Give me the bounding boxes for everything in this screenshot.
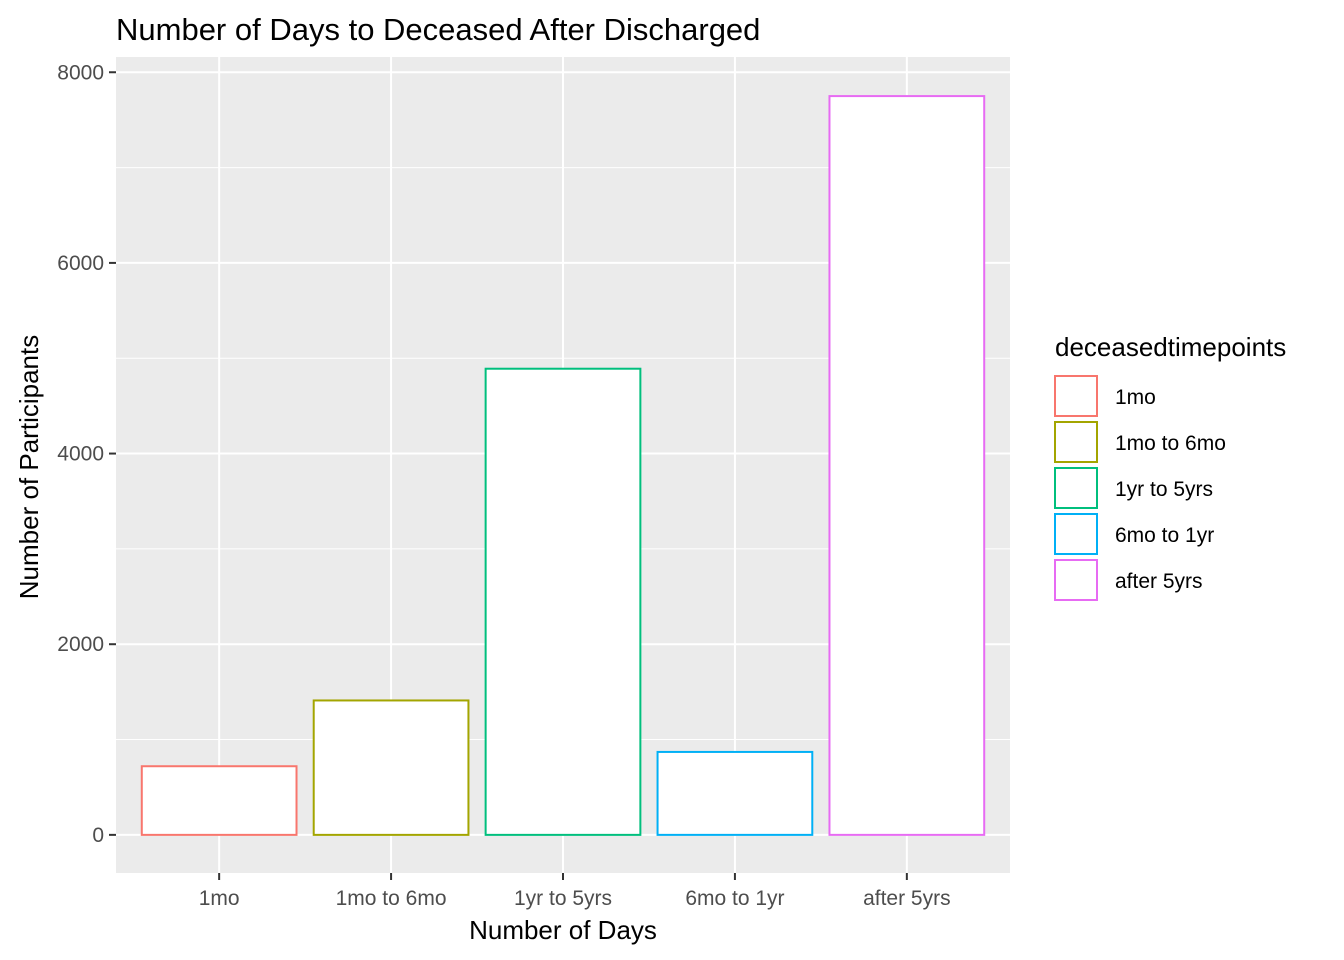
bar-1mo-to-6mo (312, 699, 470, 836)
legend-key (1054, 375, 1098, 417)
x-tick-label: 1mo to 6mo (336, 887, 447, 910)
y-tick-label: 2000 (57, 633, 104, 656)
y-tick-label: 4000 (57, 443, 104, 466)
legend-label: after 5yrs (1115, 570, 1203, 593)
y-axis-title: Number of Participants (14, 335, 44, 599)
legend-label: 6mo to 1yr (1115, 524, 1214, 547)
legend-label: 1yr to 5yrs (1115, 478, 1213, 501)
x-axis: 1mo 1mo to 6mo 1yr to 5yrs 6mo to 1yr after … (199, 873, 951, 910)
y-tick-label: 0 (92, 824, 104, 847)
y-axis: 0 2000 4000 6000 8000 (57, 61, 116, 847)
x-tick-label: after 5yrs (863, 887, 951, 910)
chart-title: Number of Days to Deceased After Dischar… (116, 12, 760, 47)
legend-key (1054, 421, 1098, 463)
legend-label: 1mo to 6mo (1115, 432, 1226, 455)
bar-6mo-to-1yr (656, 750, 814, 836)
y-tick-label: 6000 (57, 252, 104, 275)
legend-key (1054, 559, 1098, 601)
bars (140, 95, 986, 836)
legend-label: 1mo (1115, 386, 1156, 409)
bar-1mo (140, 765, 298, 836)
legend-key (1054, 467, 1098, 509)
x-tick-label: 1yr to 5yrs (514, 887, 612, 910)
legend-title: deceasedtimepoints (1055, 332, 1286, 362)
x-tick-label: 1mo (199, 887, 240, 910)
legend: deceasedtimepoints 1mo 1mo to 6mo 1yr to 5… (1054, 332, 1286, 601)
x-axis-title: Number of Days (469, 915, 657, 945)
bar-1yr-to-5yrs (484, 367, 642, 836)
legend-key (1054, 513, 1098, 555)
bar-after-5yrs (828, 95, 986, 836)
x-tick-label: 6mo to 1yr (685, 887, 784, 910)
y-tick-label: 8000 (57, 61, 104, 84)
